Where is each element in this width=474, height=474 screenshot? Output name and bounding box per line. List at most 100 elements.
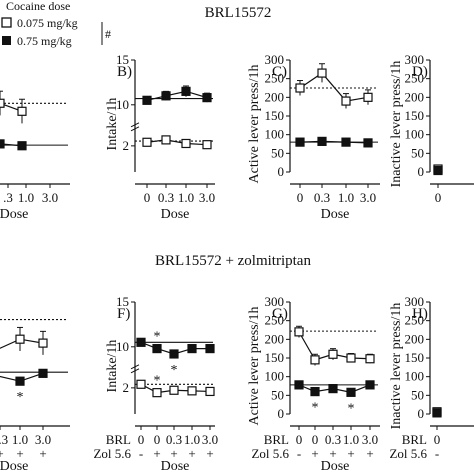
data-point-high-dose [17, 141, 27, 151]
x-tick-label: 3.0 [35, 432, 51, 447]
y-tick-label: 15 [116, 294, 129, 309]
legend-significance-mark: # [105, 27, 111, 41]
zol-row-sign: + [206, 446, 213, 461]
data-point-high-dose [142, 95, 152, 105]
y-axis-label: Inactive lever press/1h [389, 303, 404, 430]
brl-row-label: BRL [264, 432, 289, 447]
data-point-low-dose [142, 137, 152, 147]
data-point-high-dose [202, 93, 212, 103]
x-tick-label: 0.3 [166, 432, 182, 447]
data-point-high-dose [136, 337, 146, 347]
panel-label: D) [412, 64, 428, 80]
data-point-low-dose [295, 83, 305, 93]
series-line-low-dose [299, 72, 369, 102]
data-point-low-dose [161, 135, 171, 145]
zol-row-sign: + [329, 446, 336, 461]
zol-row-sign: + [170, 446, 177, 461]
data-point-high-dose [432, 408, 442, 418]
panel-label: C) [272, 64, 287, 80]
x-tick-label: .3 [3, 190, 13, 205]
y-tick-label: 0 [278, 164, 285, 179]
x-tick-label: 3.0 [199, 190, 215, 205]
data-point-low-dose [205, 386, 215, 397]
data-point-high-dose [294, 380, 304, 390]
x-tick-label: 1.0 [18, 190, 34, 205]
data-point-high-dose [181, 86, 191, 96]
y-tick-label: 0 [418, 164, 425, 179]
data-point-high-dose [205, 343, 215, 354]
top-title: BRL15572 [205, 5, 272, 21]
y-tick-label: 15 [116, 52, 129, 67]
y-tick-label: 10 [116, 339, 129, 354]
significance-asterisk: * [348, 401, 355, 416]
zol-row-label: Zol 5.6 [251, 446, 289, 461]
series-line-high-dose [146, 90, 208, 101]
data-point-low-dose [181, 138, 191, 149]
x-tick-label: 3.0 [202, 432, 218, 447]
zol-row-label: Zol 5.6 [389, 446, 427, 461]
y-tick-label: 200 [405, 89, 425, 104]
series-line-high-dose [299, 140, 369, 144]
x-tick-label: 0.3 [314, 190, 330, 205]
x-tick-label: 0 [154, 432, 161, 447]
zol-row-sign: + [153, 446, 160, 461]
zol-row-sign: + [0, 446, 4, 461]
legend-marker-open-square [1, 17, 12, 28]
x-tick-label: 0.3 [325, 432, 341, 447]
data-point-low-dose [38, 338, 48, 348]
data-point-high-dose [346, 387, 356, 397]
zol-row-sign: + [188, 446, 195, 461]
x-tick-label: 0 [138, 432, 145, 447]
y-axis-label: Intake/1h [105, 340, 120, 393]
y-tick-label: 300 [405, 294, 425, 309]
data-point-low-dose [0, 98, 5, 108]
y-tick-label: 150 [405, 350, 425, 365]
data-point-high-dose [317, 136, 327, 146]
zol-row-sign: - [435, 446, 439, 461]
data-point-high-dose [341, 137, 351, 147]
legend-marker-filled-square [2, 36, 11, 45]
x-axis-label: Dose [0, 207, 28, 222]
x-tick-label: 1.0 [343, 432, 359, 447]
y-axis-label: Active lever press/1h [247, 65, 262, 184]
y-tick-label: 300 [265, 294, 285, 309]
y-tick-label: 250 [265, 71, 285, 86]
y-tick-label: 300 [405, 52, 425, 67]
x-tick-label: 3.0 [362, 432, 378, 447]
y-tick-label: 100 [405, 127, 425, 142]
y-tick-label: 2 [123, 380, 130, 395]
data-point-high-dose [152, 343, 162, 354]
data-point-high-dose [15, 376, 25, 386]
data-point-low-dose [328, 349, 338, 359]
x-axis-label: Dose [321, 207, 350, 222]
significance-asterisk: * [171, 363, 178, 378]
y-tick-label: 100 [265, 127, 285, 142]
y-tick-label: 50 [411, 145, 424, 160]
y-tick-label: 50 [411, 387, 424, 402]
zol-row-label: Zol 5.6 [93, 446, 131, 461]
panel-b: B) 2 10 15 Intake/1h 0 0.3 1.0 3.0 Dose [105, 52, 215, 222]
panel-label: H) [412, 306, 428, 322]
y-tick-label: 150 [265, 350, 285, 365]
y-tick-label: 100 [405, 369, 425, 384]
x-tick-label: 0.3 [0, 432, 8, 447]
data-point-high-dose [187, 343, 197, 354]
bottom-title: BRL15572 + zolmitriptan [155, 253, 311, 269]
data-point-low-dose [310, 355, 320, 365]
y-axis-label: Inactive lever press/1h [389, 61, 404, 188]
x-tick-label: 0 [296, 432, 303, 447]
data-point-high-dose [38, 368, 48, 378]
y-tick-label: 150 [405, 108, 425, 123]
panel-label: F) [117, 306, 130, 322]
data-point-low-dose [15, 334, 25, 344]
brl-row-label: BRL [402, 432, 427, 447]
x-tick-label: 1.0 [178, 190, 194, 205]
zol-row-sign: + [366, 446, 373, 461]
y-axis-label: Active lever press/1h [247, 307, 262, 426]
significance-asterisk: * [154, 330, 161, 345]
data-point-low-dose [169, 385, 179, 395]
zol-row-sign: + [39, 446, 46, 461]
y-tick-label: 10 [116, 97, 129, 112]
